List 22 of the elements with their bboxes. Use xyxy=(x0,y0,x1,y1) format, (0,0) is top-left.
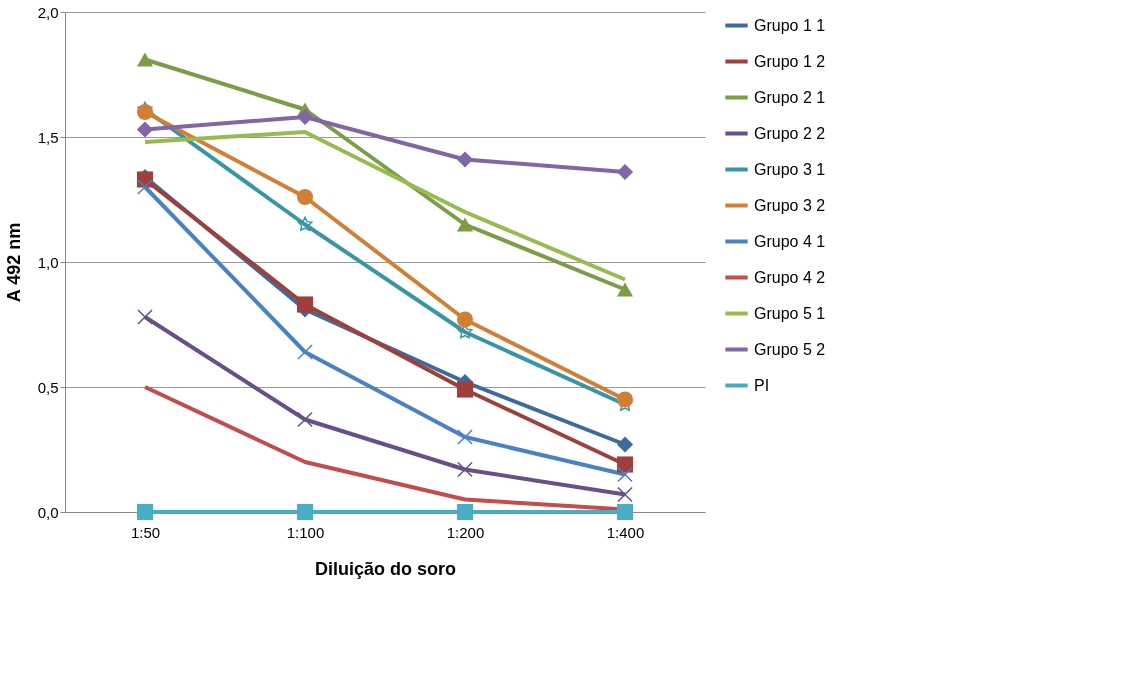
x-axis-title: Diluição do soro xyxy=(314,558,457,579)
x-tick-label: 1:400 xyxy=(606,523,645,541)
legend-label: Grupo 2 1 xyxy=(754,88,826,106)
y-tick-label: 0,0 xyxy=(37,503,59,521)
y-tick-label: 1,5 xyxy=(37,128,59,146)
legend-label: PI xyxy=(754,376,770,394)
y-tick-label: 2,0 xyxy=(37,3,59,21)
x-tick-label: 1:50 xyxy=(130,523,161,541)
y-tick-label: 0,5 xyxy=(37,378,59,396)
legend-label: Grupo 3 1 xyxy=(754,160,826,178)
legend-label: Grupo 5 1 xyxy=(754,304,826,322)
x-tick-label: 1:200 xyxy=(446,523,485,541)
legend-label: Grupo 5 2 xyxy=(754,340,826,358)
legend-label: Grupo 1 2 xyxy=(754,52,826,70)
x-tick-label: 1:100 xyxy=(286,523,325,541)
legend-label: Grupo 2 2 xyxy=(754,124,826,142)
legend-label: Grupo 4 1 xyxy=(754,232,826,250)
y-tick-label: 1,0 xyxy=(37,253,59,271)
legend-label: Grupo 4 2 xyxy=(754,268,826,286)
y-axis-title: A 492 nm xyxy=(3,222,24,303)
legend-label: Grupo 1 1 xyxy=(754,16,826,34)
legend-label: Grupo 3 2 xyxy=(754,196,826,214)
